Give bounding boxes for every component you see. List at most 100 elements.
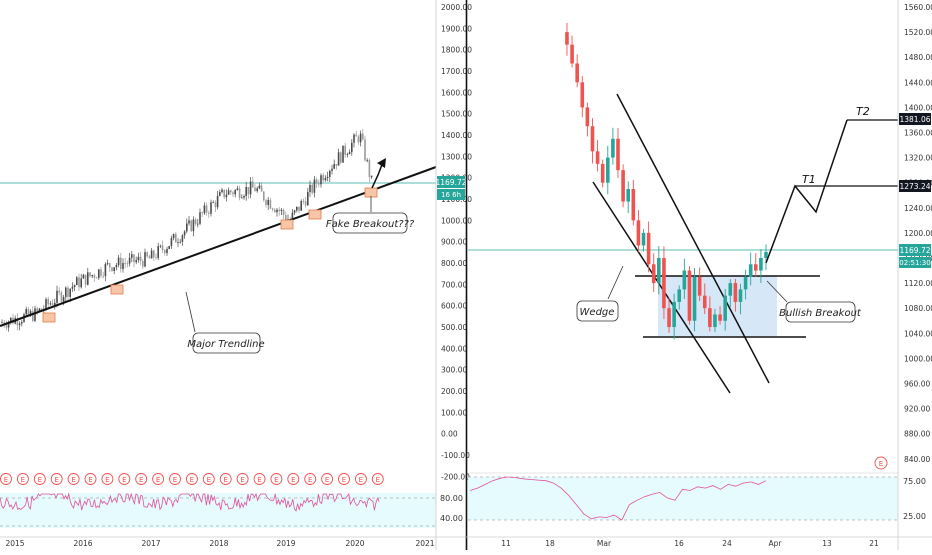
left-price-panel[interactable]: Fake Breakout??? Major Trendline E E E E E E E… [0,128,437,485]
left-candle [355,134,357,137]
earnings-marker[interactable] [304,473,317,485]
right-y-axis[interactable]: 1560.00 1520.00 1480.00 1440.00 1400.00 1360.… [904,3,932,464]
right-candle [687,270,692,321]
left-candles [1,128,373,332]
right-y-tick: 1440.00 [904,78,932,87]
left-candle [260,185,263,192]
right-y-tick: 1120.00 [904,279,932,288]
left-candle [291,212,294,221]
left-rsi-tick-40: 40.00 [440,514,463,523]
earnings-marker[interactable] [253,473,266,485]
right-earnings-marker-letter: E [879,460,883,468]
right-candle [718,314,722,321]
left-candle [137,256,140,261]
left-candle [205,205,208,213]
right-candle [626,188,631,202]
earnings-marker[interactable] [270,473,283,485]
right-candle [646,232,651,265]
left-candle [29,311,32,316]
earnings-marker[interactable] [202,473,215,485]
right-y-tick: 1080.00 [904,304,932,313]
left-price-badge-subtext: 16 6h [441,191,461,199]
target-t2-badge-text: 1381.06 [899,115,930,124]
left-candle [265,200,267,205]
left-x-axis[interactable]: 2015 2016 2017 2018 2019 2020 2021 [5,539,434,548]
left-candle [155,257,157,259]
earnings-marker[interactable] [135,473,148,485]
right-y-tick: 880.00 [904,430,930,439]
earnings-marker[interactable] [169,473,181,485]
earnings-marker-letter: E [207,476,211,484]
left-candle [247,187,250,195]
earnings-marker[interactable] [185,473,198,485]
left-y-axis[interactable]: 2000.00 1900.00 1800.00 1700.00 1600.00 1500.… [441,3,472,481]
right-x-tick: 24 [722,539,732,548]
left-candle [60,292,63,302]
left-candle [98,269,100,278]
left-y-tick: 1300.00 [441,152,472,161]
right-rsi-line [469,476,767,521]
left-candle [40,308,43,310]
left-candle [100,269,102,276]
right-earnings-marker[interactable] [874,456,888,470]
earnings-marker[interactable] [101,473,114,485]
left-candle [210,202,212,214]
left-candle [16,318,19,326]
right-candle [600,163,605,183]
right-candle [611,138,615,158]
target-t1-label: T1 [802,173,816,186]
left-candle [337,152,340,166]
earnings-marker[interactable] [236,473,249,485]
trendline-touch-markers [42,187,378,323]
earnings-marker[interactable] [354,473,367,485]
left-price-badge-text: 1169.72 [435,178,466,187]
left-candle [362,133,364,140]
left-candle [148,256,151,259]
left-candle [232,192,234,195]
earnings-marker[interactable] [338,473,350,485]
right-x-tick: Mar [597,539,612,548]
left-candle [172,234,175,239]
earnings-marker[interactable] [16,473,29,485]
earnings-marker[interactable] [33,473,46,485]
earnings-marker[interactable] [371,473,384,485]
left-candle [73,285,76,287]
earnings-marker[interactable] [152,473,165,485]
left-candle [56,290,58,303]
earnings-marker[interactable] [118,473,131,485]
left-x-tick: 2018 [209,539,228,548]
right-candle [636,220,641,246]
right-price-panel[interactable]: T1 T2 Wedge Bullish Breakout E [468,0,898,470]
left-candle [36,308,38,311]
left-candle [254,187,256,192]
earnings-marker[interactable] [67,473,80,485]
right-candle [631,188,636,221]
right-x-axis[interactable]: 11 18 Mar 16 24 Apr 13 21 [501,539,879,548]
left-candle [234,190,236,195]
right-candle [738,289,743,302]
left-candle [368,159,371,178]
left-candle [274,209,276,213]
earnings-marker[interactable] [287,473,300,485]
left-x-tick: 2017 [141,539,160,548]
left-candle [21,322,23,324]
left-candle [135,260,137,263]
major-trendline-label: Major Trendline [187,339,264,350]
left-candle [27,309,30,316]
left-candle [298,206,300,211]
earnings-marker[interactable] [321,473,334,485]
left-candle [144,252,146,267]
right-candle [702,295,707,309]
left-candle [287,219,289,221]
earnings-marker[interactable] [219,473,232,485]
right-candle [743,276,748,290]
earnings-marker[interactable] [50,473,63,485]
left-candle [159,245,162,247]
left-candle [225,194,228,198]
left-candle [186,223,188,232]
earnings-marker[interactable] [0,473,12,485]
right-candle [595,151,600,164]
left-candle [311,184,313,193]
earnings-marker[interactable] [84,473,97,485]
